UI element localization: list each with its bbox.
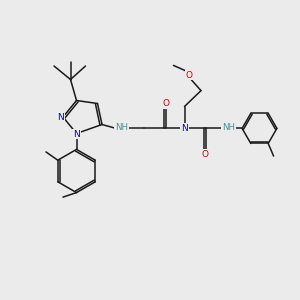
- Text: N: N: [73, 130, 80, 139]
- Text: N: N: [58, 112, 64, 122]
- Text: NH: NH: [222, 123, 235, 132]
- Text: O: O: [162, 99, 169, 108]
- Text: N: N: [181, 124, 188, 133]
- Text: O: O: [201, 150, 208, 159]
- Text: NH: NH: [115, 123, 128, 132]
- Text: O: O: [185, 70, 193, 80]
